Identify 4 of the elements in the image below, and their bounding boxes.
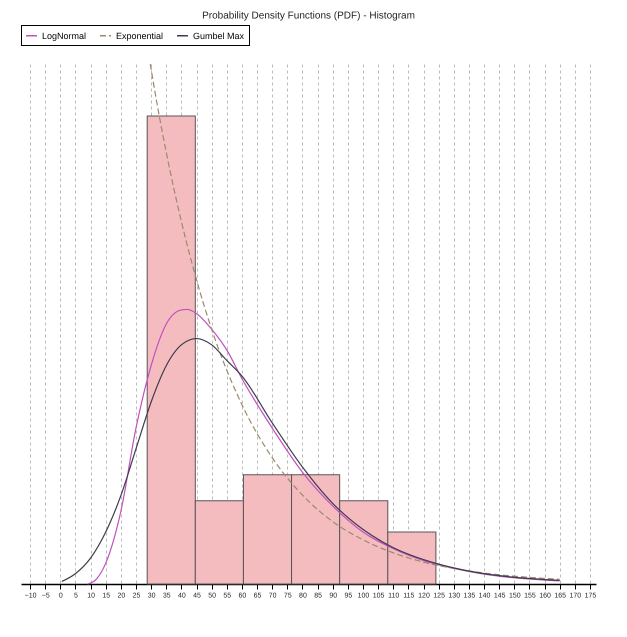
legend-label: Gumbel Max: [193, 30, 245, 41]
legend-label: LogNormal: [42, 30, 86, 41]
legend-label: Exponential: [116, 30, 164, 41]
chart-title: Probability Density Functions (PDF) - Histogram: [202, 10, 415, 22]
